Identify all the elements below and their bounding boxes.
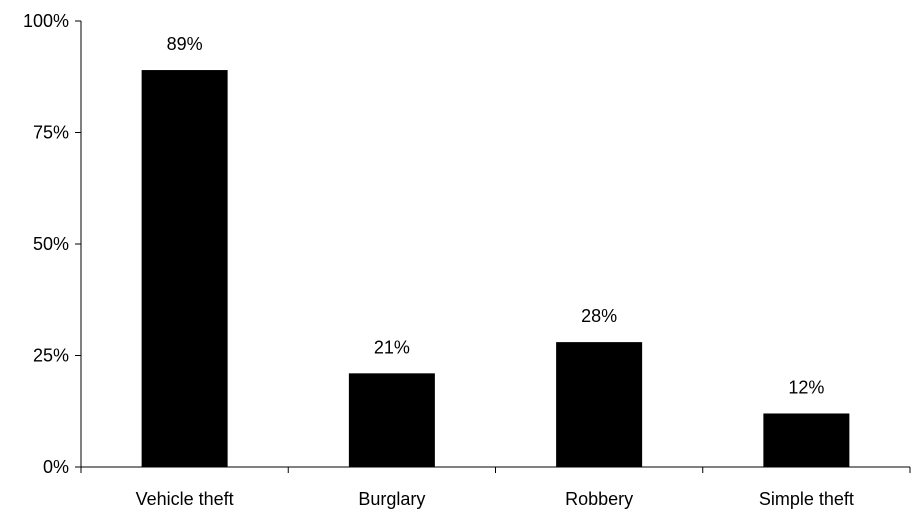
x-category-label: Simple theft bbox=[759, 489, 854, 509]
bar-simple-theft bbox=[763, 413, 850, 467]
bar-burglary bbox=[348, 373, 435, 467]
y-axis: 0% 25% 50% 75% 100% bbox=[23, 11, 82, 477]
bar-robbery bbox=[556, 342, 643, 467]
x-category-label: Vehicle theft bbox=[136, 489, 234, 509]
bar-value-label: 28% bbox=[581, 306, 617, 326]
y-tick-label: 50% bbox=[33, 234, 69, 254]
bar-vehicle-theft bbox=[141, 70, 228, 467]
x-axis: Vehicle theft Burglary Robbery Simple theft bbox=[80, 466, 911, 509]
data-labels: 89% 21% 28% 12% bbox=[167, 34, 825, 397]
bar-value-label: 21% bbox=[374, 337, 410, 357]
x-category-label: Burglary bbox=[358, 489, 425, 509]
bar-value-label: 89% bbox=[167, 34, 203, 54]
y-tick-label: 0% bbox=[43, 457, 69, 477]
y-tick-label: 75% bbox=[33, 123, 69, 143]
bars bbox=[141, 70, 850, 467]
bar-value-label: 12% bbox=[788, 377, 824, 397]
y-tick-label: 25% bbox=[33, 346, 69, 366]
y-tick-label: 100% bbox=[23, 11, 69, 31]
x-category-label: Robbery bbox=[565, 489, 633, 509]
